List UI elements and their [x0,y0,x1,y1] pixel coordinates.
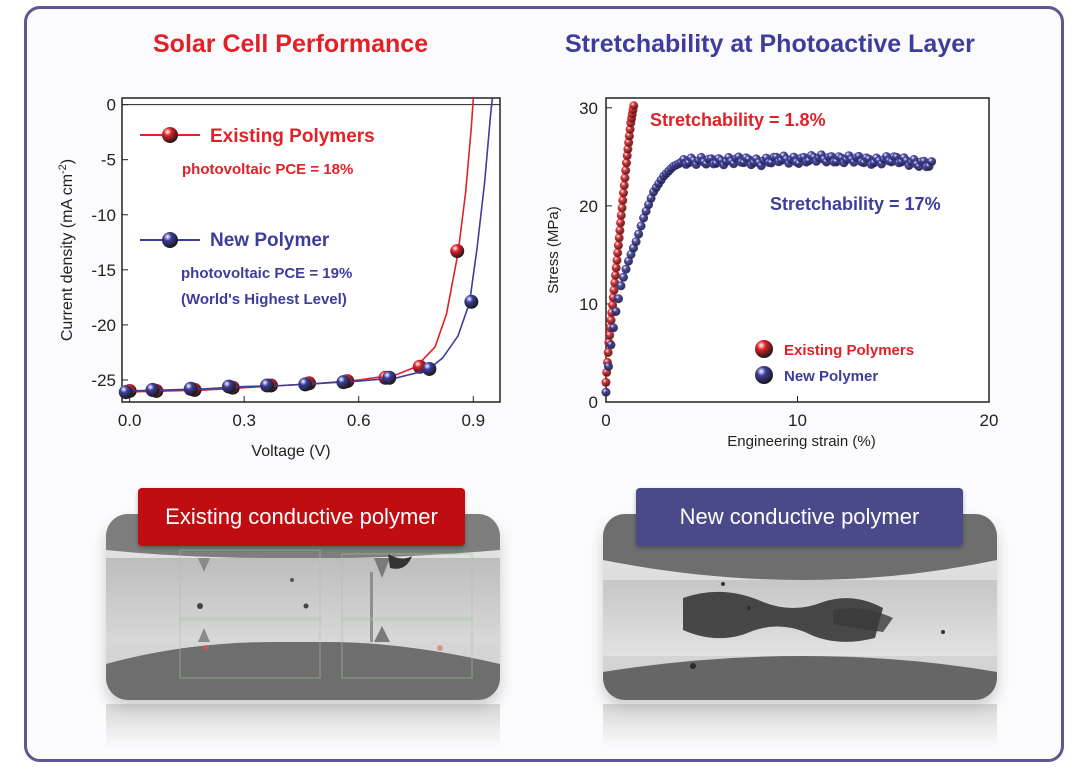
x-tick-label: 0.6 [347,411,371,430]
data-point [183,381,198,396]
legend-label: Existing Polymers [210,126,375,147]
y-tick-label: -5 [101,151,116,170]
legend-marker [162,127,178,143]
stretchability-title: Stretchability at Photoactive Layer [565,30,975,58]
specimen-reflection [106,704,500,748]
data-point [382,370,397,385]
data-point [619,188,629,198]
plot-area [605,97,990,403]
annotation: photovoltaic PCE = 18% [182,161,353,178]
data-point [605,330,615,340]
y-tick-label: 0 [589,393,598,412]
legend-marker [755,340,773,358]
data-point [422,361,437,376]
jv-curve-chart: 0.0 0.3 0.6 0.9 0 -5 -10 -15 -20 -25 Voltage (V) Cu… [57,96,501,460]
data-point [614,294,624,304]
y-tick-label: -15 [91,261,116,280]
data-point [611,270,621,280]
data-point [616,210,626,220]
y-axis-label: Stress (MPa) [545,206,562,294]
data-point [145,382,160,397]
legend-marker [755,366,773,384]
data-point [621,264,631,274]
legend-label: New Polymer [784,368,878,385]
data-point [612,255,622,265]
y-tick-label: 30 [579,99,598,118]
data-point [606,340,616,350]
data-point [613,248,623,258]
data-point [629,101,639,111]
annotation: Stretchability = 17% [770,194,941,214]
data-point [618,196,628,206]
x-tick-label: 20 [980,411,999,430]
legend-label: Existing Polymers [784,342,914,359]
annotation: photovoltaic PCE = 19% [181,265,352,282]
data-point [609,323,619,333]
plot-area [121,97,501,403]
solar-cell-title: Solar Cell Performance [153,30,429,58]
data-point [450,244,465,259]
data-point [614,233,624,243]
data-point [118,385,133,400]
data-point [617,203,627,213]
new-conductive-polymer-banner: New conductive polymer [636,488,963,546]
x-tick-label: 10 [788,411,807,430]
data-point [621,166,631,176]
y-tick-label: -20 [91,316,116,335]
y-tick-label: 10 [579,295,598,314]
data-point [611,307,621,317]
data-point [611,263,621,273]
data-point [464,294,479,309]
x-tick-label: 0.9 [461,411,485,430]
data-point [619,181,629,191]
legend-label: New Polymer [210,230,330,251]
data-point [636,221,646,231]
data-point [606,315,616,325]
x-axis-label: Voltage (V) [251,443,330,460]
data-point [221,379,236,394]
y-tick-label: 20 [579,197,598,216]
annotation: (World's Highest Level) [181,291,347,308]
data-point [604,361,614,371]
data-point [613,240,623,250]
x-axis-label: Engineering strain (%) [727,433,875,450]
data-point [603,347,613,357]
x-tick-label: 0.0 [118,411,142,430]
data-point [634,229,644,239]
specimen-reflection [603,704,997,748]
data-point [619,272,629,282]
y-tick-label: -25 [91,371,116,390]
data-point [298,377,313,392]
series-line [121,97,475,393]
y-tick-label: -10 [91,206,116,225]
data-point [927,157,937,167]
data-point [616,281,626,291]
legend-marker [162,232,178,248]
stress-strain-chart: 0 10 20 0 10 20 30 Engineering strain (%) Stress… [545,97,999,450]
annotation: Stretchability = 1.8% [650,110,826,130]
data-point [260,378,275,393]
existing-conductive-polymer-banner: Existing conductive polymer [138,488,465,546]
data-point [620,173,630,183]
y-tick-label: 0 [107,96,116,115]
x-tick-label: 0 [601,411,610,430]
data-point [601,387,611,397]
data-point [336,375,351,390]
data-point [615,225,625,235]
y-axis-label: Current density (mA cm-2) [57,159,76,341]
x-tick-label: 0.3 [232,411,256,430]
data-point [616,218,626,228]
data-point [601,377,611,387]
data-point [631,237,641,247]
